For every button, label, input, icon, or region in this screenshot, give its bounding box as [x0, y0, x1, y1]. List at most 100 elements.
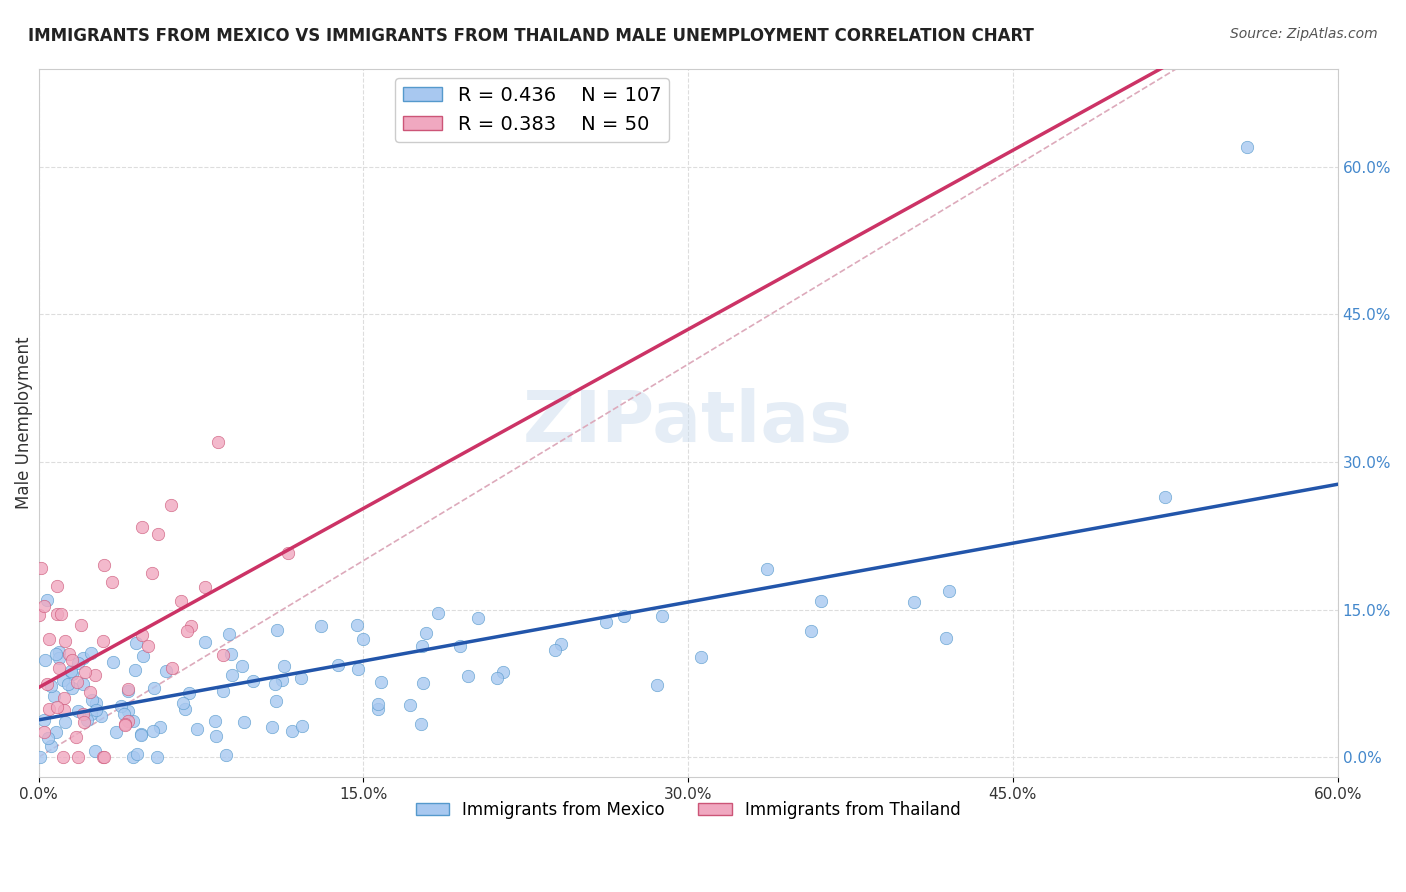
Point	[80, 707, 103, 722]
Point	[66, 675, 89, 690]
Point	[70, 617, 93, 632]
Point	[124, 636, 146, 650]
Point	[45, 725, 67, 739]
Point	[155, 664, 177, 678]
Point	[100, 575, 122, 590]
Point	[91, 750, 114, 764]
Point	[117, 704, 139, 718]
Point	[129, 727, 152, 741]
Point	[141, 566, 163, 581]
Y-axis label: Male Unemployment: Male Unemployment	[15, 336, 32, 509]
Point	[110, 699, 132, 714]
Point	[367, 697, 389, 711]
Point	[114, 717, 136, 731]
Point	[485, 671, 508, 685]
Point	[60, 667, 83, 681]
Point	[415, 626, 437, 640]
Point	[194, 634, 217, 648]
Point	[46, 607, 69, 622]
Point	[59, 665, 82, 679]
Point	[352, 632, 374, 646]
Point	[52, 703, 75, 717]
Point	[492, 665, 515, 679]
Point	[86, 696, 108, 710]
Point	[101, 655, 124, 669]
Point	[114, 718, 136, 732]
Point	[124, 663, 146, 677]
Point	[60, 681, 83, 695]
Point	[45, 647, 67, 661]
Point	[58, 648, 80, 662]
Point	[1236, 140, 1258, 154]
Point	[412, 675, 434, 690]
Point	[38, 702, 60, 716]
Point	[48, 660, 70, 674]
Point	[219, 648, 242, 662]
Point	[370, 675, 392, 690]
Point	[125, 747, 148, 761]
Point	[291, 719, 314, 733]
Point	[935, 631, 957, 645]
Point	[46, 579, 69, 593]
Point	[690, 649, 713, 664]
Point	[179, 686, 201, 700]
Point	[170, 594, 193, 608]
Point	[84, 743, 107, 757]
Point	[160, 499, 183, 513]
Point	[73, 714, 96, 729]
Point	[121, 750, 143, 764]
Point	[90, 709, 112, 723]
Point	[80, 646, 103, 660]
Point	[290, 671, 312, 685]
Point	[233, 715, 256, 730]
Point	[264, 677, 287, 691]
Point	[75, 665, 97, 679]
Point	[129, 728, 152, 742]
Point	[346, 618, 368, 632]
Point	[32, 724, 55, 739]
Text: IMMIGRANTS FROM MEXICO VS IMMIGRANTS FROM THAILAND MALE UNEMPLOYMENT CORRELATION: IMMIGRANTS FROM MEXICO VS IMMIGRANTS FRO…	[28, 27, 1033, 45]
Point	[347, 662, 370, 676]
Point	[66, 704, 89, 718]
Point	[221, 668, 243, 682]
Point	[174, 702, 197, 716]
Point	[93, 750, 115, 764]
Point	[544, 643, 567, 657]
Point	[218, 627, 240, 641]
Point	[48, 651, 70, 665]
Point	[34, 653, 56, 667]
Point	[117, 714, 139, 728]
Point	[215, 748, 238, 763]
Point	[76, 713, 98, 727]
Point	[204, 714, 226, 728]
Point	[72, 677, 94, 691]
Point	[756, 561, 779, 575]
Point	[35, 592, 58, 607]
Legend: Immigrants from Mexico, Immigrants from Thailand: Immigrants from Mexico, Immigrants from …	[409, 794, 967, 825]
Point	[212, 684, 235, 698]
Text: ZIPatlas: ZIPatlas	[523, 388, 853, 458]
Point	[39, 679, 62, 693]
Point	[160, 661, 183, 675]
Point	[427, 606, 450, 620]
Point	[457, 668, 479, 682]
Point	[180, 619, 202, 633]
Point	[231, 659, 253, 673]
Point	[266, 624, 288, 638]
Point	[651, 608, 673, 623]
Point	[79, 685, 101, 699]
Point	[52, 750, 75, 764]
Point	[411, 717, 433, 731]
Point	[72, 651, 94, 665]
Point	[39, 739, 62, 753]
Point	[326, 657, 349, 672]
Point	[595, 615, 617, 629]
Point	[550, 637, 572, 651]
Point	[176, 624, 198, 638]
Point	[84, 703, 107, 717]
Point	[281, 723, 304, 738]
Point	[93, 558, 115, 572]
Point	[66, 656, 89, 670]
Point	[131, 520, 153, 534]
Point	[367, 701, 389, 715]
